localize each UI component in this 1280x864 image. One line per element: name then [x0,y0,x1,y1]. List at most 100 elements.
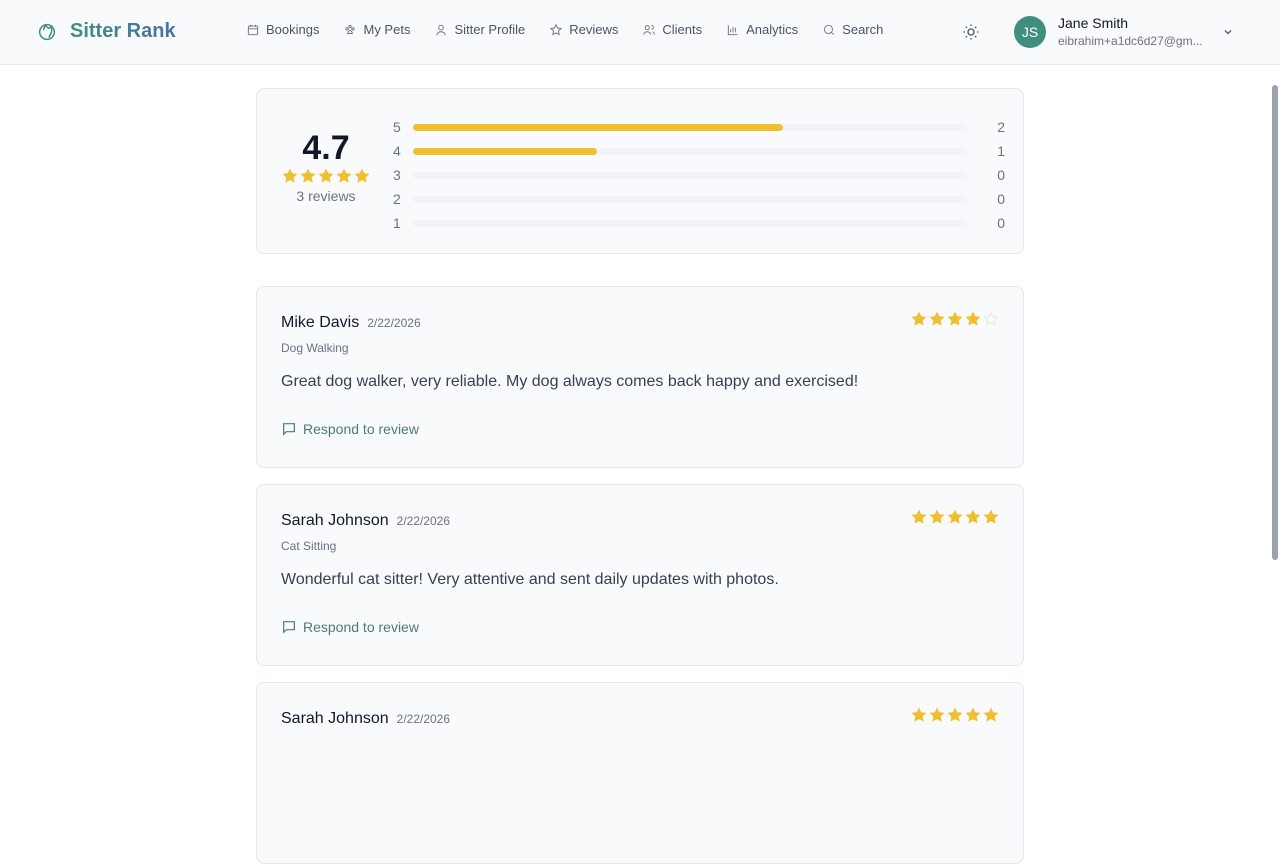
calendar-icon [247,24,259,35]
star-filled-icon [965,509,981,524]
rating-label: 5 [393,119,401,135]
nav-analytics[interactable]: Analytics [726,22,798,37]
user-menu[interactable]: JS Jane Smith eibrahim+a1dc6d27@gm... [1014,15,1203,48]
rating-count: 0 [997,167,1005,183]
review-text: Wonderful cat sitter! Very attentive and… [281,571,779,588]
review-date: 2/22/2026 [396,712,451,726]
rating-bar [413,219,967,227]
review-card: Sarah Johnson 2/22/2026 [256,682,1024,864]
app-title: Sitter Rank [70,20,176,42]
star-filled-icon [911,707,927,722]
bar-chart-icon [728,24,738,35]
review-stars [911,509,999,525]
star-filled-icon [983,707,999,722]
nav-clients[interactable]: Clients [642,22,702,37]
star-filled-icon [929,509,945,524]
star-filled-icon [929,311,945,326]
star-filled-icon [318,168,334,183]
users-icon [643,24,656,35]
service-type: Dog Walking [281,341,349,355]
scrollbar[interactable] [1272,85,1278,560]
top-nav: Sitter Rank Bookings My Pets Sitter Profil… [0,0,1280,65]
logo[interactable]: Sitter Rank [36,20,176,43]
review-text: Great dog walker, very reliable. My dog … [281,373,859,390]
star-filled-icon [983,509,999,524]
average-stars [257,168,395,184]
avatar: JS [1014,15,1046,48]
star-filled-icon [911,509,927,524]
review-stars [911,707,999,723]
nav-label: Sitter Profile [454,22,526,37]
nav-label: Clients [662,22,703,37]
reviewer-name: Sarah Johnson [281,512,389,529]
review-stars [911,311,999,327]
nav-reviews[interactable]: Reviews [549,22,618,37]
star-filled-icon [929,707,945,722]
paw-icon [345,24,356,34]
dog-logo-icon [38,23,56,40]
star-filled-icon [947,707,963,722]
rating-label: 1 [393,215,401,231]
service-type: Cat Sitting [281,539,337,553]
star-filled-icon [965,707,981,722]
nav-my-pets[interactable]: My Pets [343,22,410,37]
respond-label: Respond to review [303,619,419,635]
average-rating: 4.7 [302,129,350,167]
nav-search[interactable]: Search [822,22,883,37]
sun-icon[interactable] [962,23,980,41]
star-filled-icon [282,168,298,183]
rating-bar [413,171,967,179]
review-card: Sarah Johnson 2/22/2026 Cat Sitting Wonde… [256,484,1024,666]
search-icon [824,24,835,35]
star-icon [550,23,563,35]
nav-sitter-profile[interactable]: Sitter Profile [434,22,525,37]
star-filled-icon [300,168,316,183]
nav-label: Reviews [569,22,619,37]
star-filled-icon [965,311,981,326]
rating-bar [413,123,967,131]
reviewer-name: Sarah Johnson [281,710,389,727]
rating-count: 1 [997,143,1005,159]
nav-label: Search [842,22,884,37]
message-icon [283,621,295,634]
rating-bar-fill [413,123,783,131]
rating-bar [413,195,967,203]
user-email: eibrahim+a1dc6d27@gm... [1058,34,1203,48]
user-name: Jane Smith [1058,15,1129,31]
review-count: 3 reviews [296,188,356,204]
nav-bookings[interactable]: Bookings [246,22,319,37]
message-icon [283,423,295,436]
rating-bar [413,147,967,155]
rating-count: 0 [997,215,1005,231]
respond-button[interactable]: Respond to review [281,421,419,437]
rating-count: 2 [997,119,1005,135]
user-icon [436,24,447,35]
respond-button[interactable]: Respond to review [281,619,419,635]
review-date: 2/22/2026 [396,514,451,528]
rating-label: 2 [393,191,401,207]
star-filled-icon [947,509,963,524]
review-card: Mike Davis 2/22/2026 Dog Walking Great do… [256,286,1024,468]
rating-label: 4 [393,143,401,159]
rating-label: 3 [393,167,401,183]
star-filled-icon [354,168,370,183]
nav-label: Bookings [266,22,320,37]
review-date: 2/22/2026 [367,316,421,330]
star-filled-icon [336,168,352,183]
star-empty-icon [983,311,999,326]
reviewer-name: Mike Davis [281,314,360,331]
star-filled-icon [947,311,963,326]
respond-label: Respond to review [303,421,419,437]
nav-label: My Pets [363,22,411,37]
rating-count: 0 [997,191,1005,207]
main-nav: Bookings My Pets Sitter Profile Reviews Clie… [246,22,883,37]
rating-bar-fill [413,147,598,155]
chevron-down-icon[interactable] [1222,26,1234,38]
